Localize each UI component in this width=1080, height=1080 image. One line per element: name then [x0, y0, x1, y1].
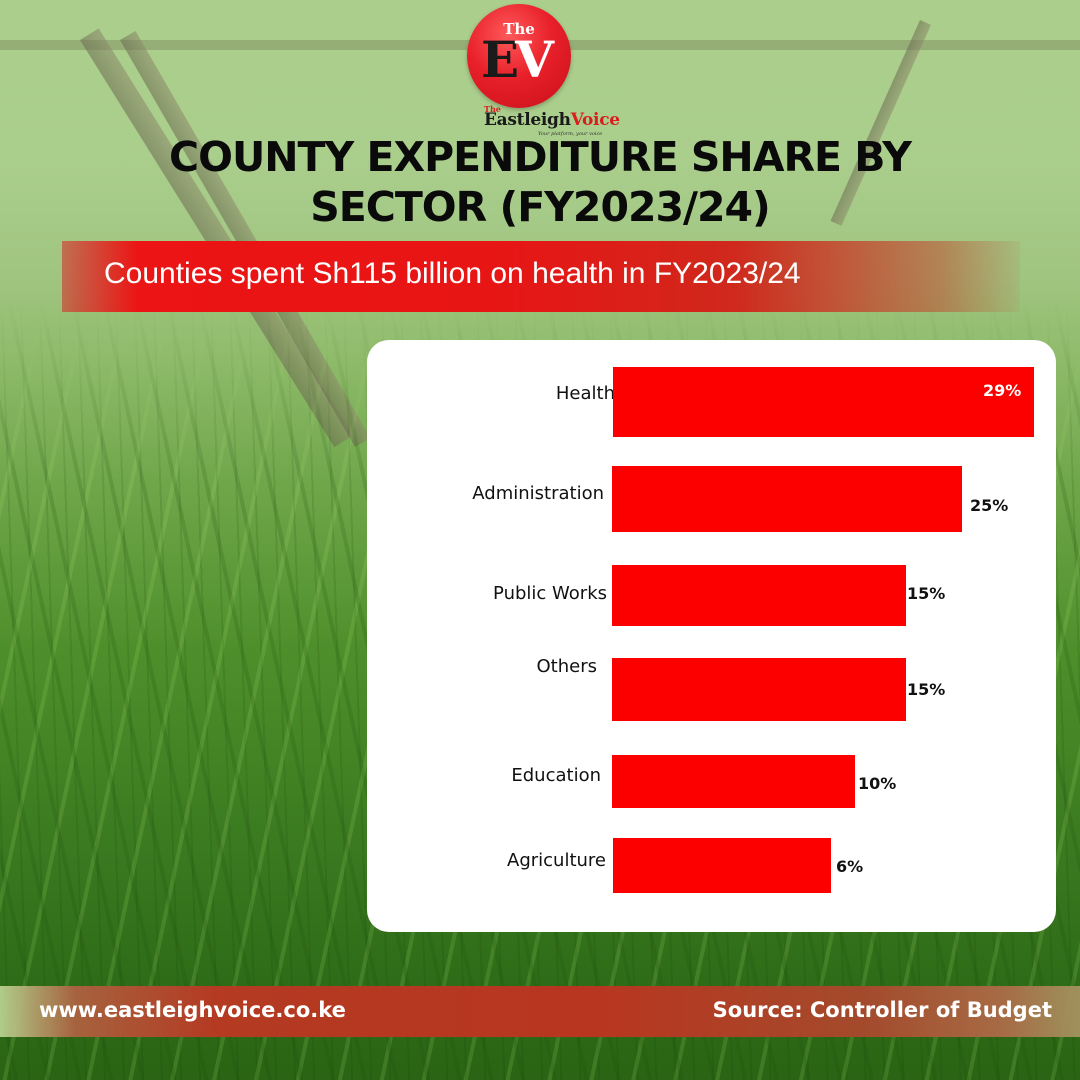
source-credit: Source: Controller of Budget [712, 998, 1052, 1022]
bar-value: 25% [970, 496, 1009, 515]
bar [613, 367, 1034, 437]
bar-value: 15% [907, 680, 946, 699]
bar-row-agriculture: Agriculture 6% [367, 838, 1056, 893]
bar-row-others: Others 15% [367, 656, 1056, 721]
bar-label: Public Works [493, 583, 607, 604]
title-line-1: COUNTY EXPENDITURE SHARE BY [169, 133, 912, 181]
logo-ev-monogram: EV [481, 30, 554, 89]
bar-label: Health [555, 383, 615, 404]
subtitle-banner: Counties spent Sh115 billion on health i… [62, 241, 1020, 312]
title-line-2: SECTOR (FY2023/24) [310, 183, 771, 231]
bar-value: 10% [858, 774, 897, 793]
footer-banner: www.eastleighvoice.co.ke Source: Control… [0, 986, 1080, 1037]
bar-label: Others [536, 656, 598, 677]
page-title: COUNTY EXPENDITURE SHARE BY SECTOR (FY20… [0, 132, 1080, 232]
bar-row-education: Education 10% [367, 755, 1056, 808]
bar [612, 466, 962, 532]
bar-row-health: Health 29% [367, 367, 1056, 437]
logo-the-text: The [503, 20, 535, 38]
bar-value: 15% [907, 584, 946, 603]
brand-tagline: Your platform, your voice [538, 131, 603, 137]
chart-card: Health 29% Administration 25% Public Wor… [367, 340, 1056, 932]
subtitle-text: Counties spent Sh115 billion on health i… [104, 257, 801, 290]
brand-the: The [484, 104, 501, 114]
bar-value: 29% [983, 381, 1022, 400]
brand-name: EastleighVoice [484, 110, 620, 130]
bar-row-administration: Administration 25% [367, 466, 1056, 532]
bar-value: 6% [836, 857, 864, 876]
bar-label: Agriculture [507, 850, 606, 871]
eastleigh-voice-logo: The EV [467, 4, 571, 108]
bar [612, 658, 906, 721]
website-link[interactable]: www.eastleighvoice.co.ke [39, 998, 346, 1022]
bar-label: Administration [472, 483, 604, 504]
bar-row-public-works: Public Works 15% [367, 565, 1056, 626]
bar [612, 565, 906, 626]
bar-label: Education [511, 765, 601, 786]
bar [612, 755, 855, 808]
bar [613, 838, 831, 893]
